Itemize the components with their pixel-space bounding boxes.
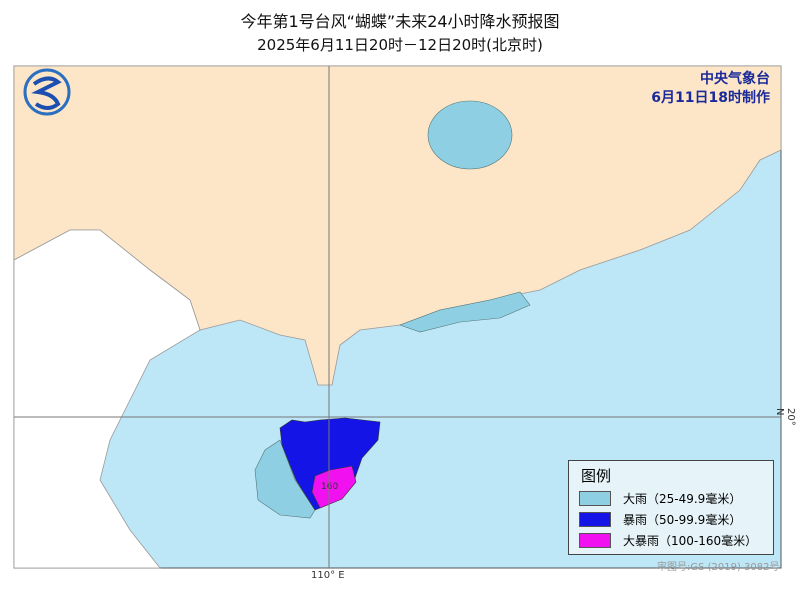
- legend-swatch: [579, 532, 611, 548]
- legend-label: 大雨（25-49.9毫米）: [623, 491, 742, 506]
- vietnam-land: [13, 229, 201, 569]
- latitude-label: 20° N: [774, 408, 796, 426]
- issue-time: 6月11日18时制作: [651, 90, 770, 106]
- legend-label: 暴雨（50-99.9毫米）: [623, 512, 742, 527]
- cma-logo-icon: [23, 68, 71, 116]
- rain-area-rainstorm: [279, 417, 381, 511]
- max-rain-label: 160: [321, 482, 338, 492]
- legend-label: 大暴雨（100-160毫米）: [623, 533, 758, 548]
- longitude-label: 110° E: [311, 570, 345, 581]
- rain-area-inland: [427, 100, 513, 170]
- approval-number: 审图号:GS (2019) 3082号: [657, 562, 780, 573]
- legend-swatch: [579, 490, 611, 506]
- rain-area-heavy-west-hainan: [254, 439, 316, 519]
- agency-name: 中央气象台: [700, 71, 770, 87]
- rain-area-heavy-rainstorm: [311, 465, 357, 509]
- agency-stamp: 中央气象台 6月11日18时制作: [651, 70, 770, 108]
- legend: 图例 大雨（25-49.9毫米） 暴雨（50-99.9毫米） 大暴雨（100-1…: [568, 460, 774, 555]
- legend-item-heavy-rain: 大雨（25-49.9毫米）: [579, 489, 773, 507]
- legend-item-heavy-rainstorm: 大暴雨（100-160毫米）: [579, 531, 773, 549]
- legend-swatch: [579, 511, 611, 527]
- rain-area-coast: [399, 291, 531, 333]
- map-title: 今年第1号台风“蝴蝶”未来24小时降水预报图: [240, 12, 560, 31]
- map-subtitle: 2025年6月11日20时－12日20时(北京时): [257, 36, 543, 54]
- legend-item-rainstorm: 暴雨（50-99.9毫米）: [579, 510, 773, 528]
- legend-title: 图例: [581, 467, 612, 485]
